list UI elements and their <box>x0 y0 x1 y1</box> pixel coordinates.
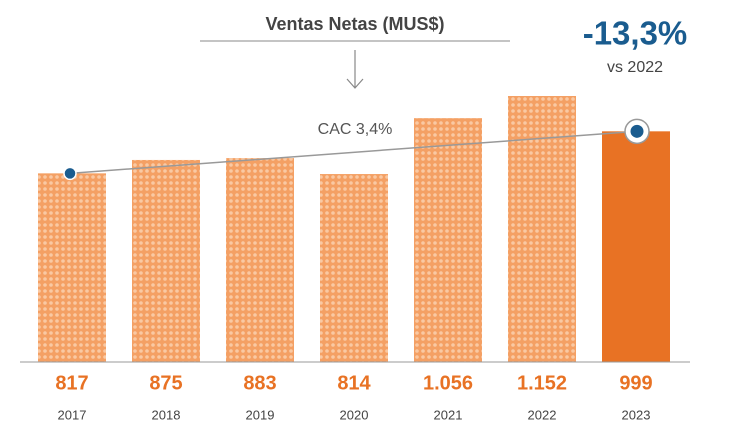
chart-title: Ventas Netas (MUS$) <box>265 14 444 34</box>
value-label: 875 <box>149 372 182 394</box>
trend-end <box>630 124 644 138</box>
value-label: 1.056 <box>423 372 473 394</box>
x-tick-label: 2021 <box>434 407 463 422</box>
bar-pattern <box>414 118 482 363</box>
bar <box>602 131 670 362</box>
arrow <box>346 50 364 89</box>
trend-label: CAC 3,4% <box>318 121 393 138</box>
bar-pattern <box>132 159 200 362</box>
value-label: 1.152 <box>517 372 567 394</box>
change: -13,3% <box>583 15 688 52</box>
bar-pattern <box>38 173 106 362</box>
value-label: 999 <box>619 372 652 394</box>
bar-pattern <box>320 174 388 362</box>
value-label: 883 <box>243 372 276 394</box>
bar-pattern <box>226 158 294 362</box>
value-label: 814 <box>337 372 371 394</box>
x-tick-label: 2020 <box>340 407 369 422</box>
x-tick-label: 2017 <box>58 407 87 422</box>
x-tick-label: 2023 <box>622 407 651 422</box>
x-tick-label: 2019 <box>246 407 275 422</box>
value-label: 817 <box>55 372 88 394</box>
change-note: vs 2022 <box>607 59 663 76</box>
trend-line <box>69 130 638 175</box>
trend-start <box>63 166 77 181</box>
x-tick-label: 2018 <box>152 407 181 422</box>
x-tick-label: 2022 <box>528 407 557 422</box>
